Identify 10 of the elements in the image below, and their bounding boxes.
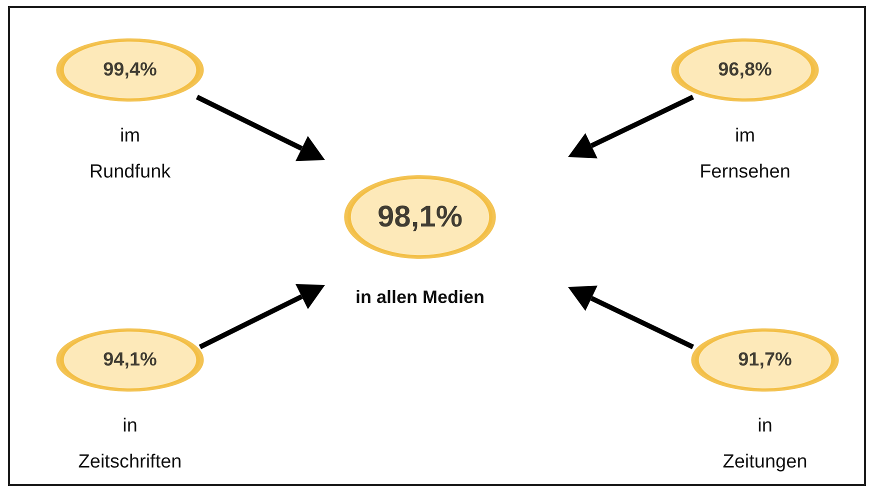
data-label: 99,4% — [103, 60, 158, 80]
category-label: im Rundfunk — [89, 126, 172, 182]
data-label: 98,1% — [377, 200, 463, 234]
category-label: im Fernsehen — [700, 126, 790, 182]
data-label: 94,1% — [103, 350, 158, 370]
category-label: in Zeitungen — [722, 416, 808, 472]
category-label: in allen Medien — [355, 287, 485, 307]
category-label: in Zeitschriften — [78, 416, 182, 472]
data-label: 91,7% — [738, 350, 792, 370]
data-label: 96,8% — [718, 60, 772, 80]
